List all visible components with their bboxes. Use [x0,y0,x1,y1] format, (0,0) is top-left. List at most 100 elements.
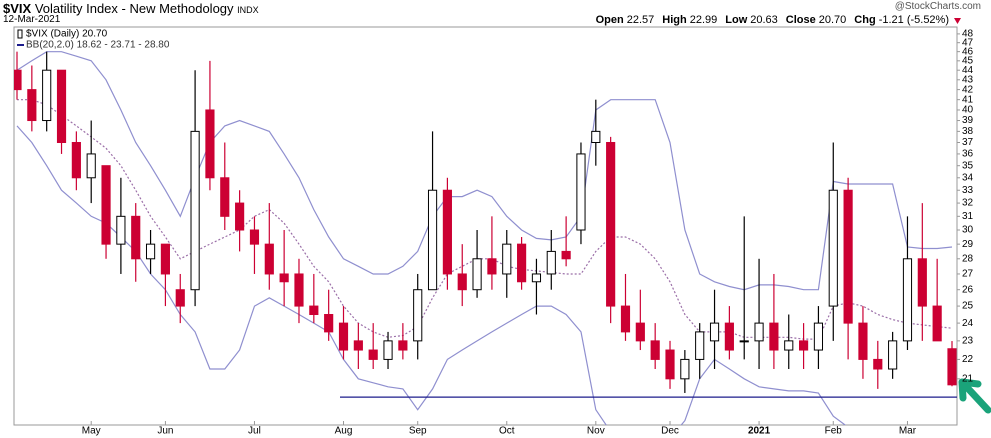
candle-body [175,289,185,307]
x-tick-label: Mar [899,426,917,437]
candle-body [799,340,809,351]
candle-body [220,177,230,217]
quote-label: Close [785,14,816,26]
symbol: $VIX [3,1,32,16]
candle-body [205,109,215,179]
y-tick-label: 38 [962,126,974,137]
candle-body [502,243,512,275]
arrow-icon [958,378,991,414]
x-tick-label: Jul [248,426,261,437]
candle-body [383,340,393,360]
x-tick-label: Nov [587,426,605,437]
y-tick-label: 47 [962,37,974,48]
candle-body [813,322,824,351]
y-tick-label: 44 [962,65,974,76]
candle-body [145,243,156,260]
quote-label: Chg [854,14,876,26]
candle-body [828,189,838,307]
quote-value: 20.70 [818,14,847,26]
candle-body [442,189,452,275]
x-tick-label: Aug [335,426,353,437]
candle-body [249,229,260,245]
quote-value: 20.63 [750,14,778,26]
y-tick-label: 30 [962,225,974,236]
quote-value: -1.21 (-5.52%) [878,14,949,26]
y-tick-label: 48 [962,29,974,40]
exchange: INDX [237,5,259,15]
candle-body [709,322,720,342]
candle-body [695,331,705,360]
y-tick-label: 37 [962,137,974,148]
candle-body [902,258,913,342]
title: $VIX Volatility Index - New Methodology … [3,1,259,16]
x-tick-label: Oct [499,426,515,437]
y-tick-label: 29 [962,239,974,250]
candle-body [635,322,645,342]
candle-body [279,273,289,283]
quote-label: Low [725,14,748,26]
y-tick-label: 31 [962,211,974,222]
legend-entry: BB(20,2.0) 18.62 - 23.71 - 28.80 [26,40,170,51]
candle-body [398,340,408,351]
y-tick-label: 36 [962,149,974,160]
y-tick-label: 32 [962,198,974,209]
candle-body [309,305,319,316]
plot-frame [13,26,958,426]
y-tick-label: 27 [962,269,974,280]
candle-body [546,250,556,275]
candle-body [235,202,245,231]
candle-body [754,322,764,342]
candle-body [42,69,52,122]
quote-label: Open [595,14,624,26]
y-tick-label: 35 [962,160,974,171]
y-tick-label: 46 [962,46,974,57]
quote-value: 22.57 [626,14,655,26]
candle-body [413,289,423,342]
candle-body [86,153,96,179]
bollinger-middle [17,99,953,340]
candle-body [101,165,111,245]
candle-body [487,258,497,275]
down-arrow [954,18,961,24]
legend-entry: $VIX (Daily) 20.70 [26,29,108,40]
bollinger-upper [16,51,953,291]
candle-body [457,273,467,291]
candle-body [858,322,868,360]
candle-body [739,340,749,343]
y-tick-label: 21 [962,373,974,384]
candle-body [724,322,734,351]
y-tick-label: 43 [962,74,974,85]
candle-body [561,250,571,260]
candle-body [324,314,334,333]
candle-body [264,243,274,275]
y-tick-label: 25 [962,301,974,312]
x-tick-label: Jun [157,426,173,437]
x-tick-label: Dec [661,426,679,437]
candle-body [472,258,482,291]
name: Volatility Index - New Methodology [34,1,234,16]
y-tick-label: 26 [962,284,974,295]
y-tick-label: 23 [962,336,974,347]
y-tick-label: 40 [962,105,974,116]
date: 12-Mar-2021 [3,14,61,25]
x-tick-label: May [82,426,101,437]
candle-body [620,305,631,333]
x-tick-label: Feb [825,426,843,437]
candle-body [116,215,126,245]
candle-body [353,340,363,351]
candle-body [932,305,942,342]
y-tick-label: 22 [962,354,974,365]
y-tick-label: 45 [962,55,974,66]
y-tick-label: 24 [962,318,974,329]
candle-body [576,153,586,231]
candle-body [294,273,304,307]
credit: @StockCharts.com [894,1,981,12]
legend-icon [17,29,23,39]
candle-body [784,340,794,351]
x-tick-label: 2021 [748,426,771,437]
candle-body [427,189,438,291]
candle-body [531,273,542,283]
candle-body [71,141,81,179]
candle-body [888,340,898,370]
